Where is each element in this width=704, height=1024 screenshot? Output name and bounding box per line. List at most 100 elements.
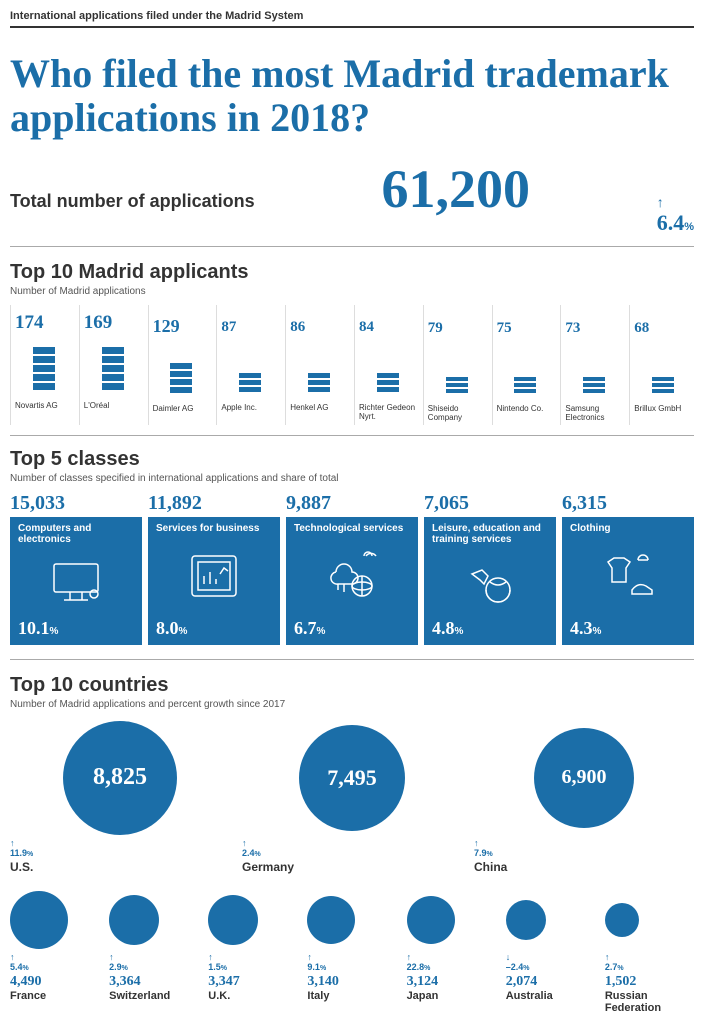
- country-bubble: [208, 895, 258, 945]
- applicant-bars: [565, 339, 623, 393]
- applicant-bars: [634, 339, 692, 393]
- bar-segment: [239, 387, 261, 392]
- class-box: Clothing 4.3%: [562, 517, 694, 645]
- arrow-icon: ↑: [307, 952, 312, 962]
- applicant-value: 174: [15, 312, 73, 334]
- class-box: Computers and electronics 10.1%: [10, 517, 142, 645]
- applicant-name: Samsung Electronics: [565, 405, 623, 425]
- applicant-value: 73: [565, 320, 623, 337]
- bar-segment: [446, 383, 468, 387]
- applicant-cell: 129 Daimler AG: [148, 305, 213, 425]
- country-value: 3,140: [307, 974, 339, 990]
- bar-segment: [583, 383, 605, 387]
- applicants-subtitle: Number of Madrid applications: [10, 286, 694, 297]
- bar-segment: [377, 380, 399, 385]
- class-box: Leisure, education and training services…: [424, 517, 556, 645]
- applicant-value: 169: [84, 312, 142, 334]
- applicant-cell: 86 Henkel AG: [285, 305, 350, 425]
- cloud-globe-icon: [294, 534, 410, 618]
- applicants-grid: 174 Novartis AG 169 L'Oréal 129 Daimler …: [10, 305, 694, 436]
- class-pct: 4.3%: [570, 618, 686, 639]
- total-growth: ↑ 6.4%: [657, 194, 694, 236]
- applicant-value: 86: [290, 319, 348, 336]
- bubble-wrap: [407, 888, 496, 952]
- applicants-title: Top 10 Madrid applicants: [10, 261, 694, 284]
- applicant-cell: 75 Nintendo Co.: [492, 305, 557, 425]
- class-card: 11,892 Services for business 8.0%: [148, 492, 280, 645]
- class-box: Services for business 8.0%: [148, 517, 280, 645]
- bubble-wrap: [605, 888, 694, 952]
- applicant-value: 84: [359, 319, 417, 336]
- arrow-up-icon: ↑: [657, 194, 664, 210]
- total-label: Total number of applications: [10, 191, 255, 212]
- bar-segment: [33, 374, 55, 381]
- applicant-name: Richter Gedeon Nyrt.: [359, 404, 417, 424]
- country-growth: ↑2.7%: [605, 952, 624, 972]
- country-bubble: 8,825: [63, 721, 177, 835]
- arrow-icon: ↑: [109, 952, 114, 962]
- country-value: 3,124: [407, 974, 439, 990]
- arrow-icon: ↑: [474, 838, 479, 848]
- class-pct: 8.0%: [156, 618, 272, 639]
- applicant-value: 75: [497, 320, 555, 337]
- bar-segment: [239, 373, 261, 378]
- bar-segment: [583, 389, 605, 393]
- country-growth: ↓–2.4%: [506, 952, 530, 972]
- country-name: Japan: [407, 990, 439, 1002]
- bar-segment: [170, 379, 192, 385]
- applicant-value: 68: [634, 320, 692, 337]
- applicant-cell: 174 Novartis AG: [10, 305, 75, 425]
- bar-segment: [33, 356, 55, 363]
- class-card: 6,315 Clothing 4.3%: [562, 492, 694, 645]
- countries-subtitle: Number of Madrid applications and percen…: [10, 699, 694, 710]
- bar-segment: [308, 373, 330, 378]
- country-name: China: [474, 860, 507, 874]
- country-small: ↑22.8% 3,124 Japan: [407, 888, 496, 1014]
- bar-segment: [514, 389, 536, 393]
- bar-segment: [652, 383, 674, 387]
- country-big: 8,825 ↑11.9% U.S.: [10, 718, 230, 874]
- class-pct: 10.1%: [18, 618, 134, 639]
- arrow-icon: ↑: [605, 952, 610, 962]
- bar-segment: [33, 347, 55, 354]
- classes-title: Top 5 classes: [10, 448, 694, 471]
- country-growth: ↑1.5%: [208, 952, 227, 972]
- bar-segment: [308, 387, 330, 392]
- arrow-icon: ↑: [407, 952, 412, 962]
- class-label: Leisure, education and training services: [432, 523, 548, 546]
- class-box: Technological services 6.7%: [286, 517, 418, 645]
- country-value: 2,074: [506, 974, 538, 990]
- country-name: Italy: [307, 990, 329, 1002]
- country-growth: ↑9.1%: [307, 952, 326, 972]
- country-growth: ↑22.8%: [407, 952, 431, 972]
- class-label: Clothing: [570, 523, 686, 535]
- class-label: Technological services: [294, 523, 410, 535]
- total-row: Total number of applications 61,200 ↑ 6.…: [10, 158, 694, 247]
- header-label: International applications filed under t…: [10, 10, 694, 28]
- plane-globe-icon: [432, 546, 548, 618]
- arrow-icon: ↑: [10, 952, 15, 962]
- countries-top-row: 8,825 ↑11.9% U.S. 7,495 ↑2.4% Germany 6,…: [10, 718, 694, 874]
- bar-segment: [102, 347, 124, 354]
- bubble-wrap: [506, 888, 595, 952]
- applicant-name: Daimler AG: [153, 405, 211, 425]
- class-count: 11,892: [148, 492, 280, 515]
- bubble-wrap: 7,495: [242, 718, 462, 838]
- bubble-wrap: [307, 888, 396, 952]
- bar-segment: [33, 383, 55, 390]
- country-name: U.K.: [208, 990, 230, 1002]
- country-bubble: 7,495: [299, 725, 405, 831]
- class-label: Services for business: [156, 523, 272, 535]
- class-label: Computers and electronics: [18, 523, 134, 546]
- applicant-bars: [84, 336, 142, 390]
- class-count: 6,315: [562, 492, 694, 515]
- bar-segment: [102, 383, 124, 390]
- bar-segment: [446, 377, 468, 381]
- country-small: ↑1.5% 3,347 U.K.: [208, 888, 297, 1014]
- bar-segment: [102, 365, 124, 372]
- country-name: Australia: [506, 990, 553, 1002]
- class-pct: 4.8%: [432, 618, 548, 639]
- applicant-value: 87: [221, 319, 279, 336]
- country-value: 1,502: [605, 974, 637, 990]
- applicant-cell: 84 Richter Gedeon Nyrt.: [354, 305, 419, 425]
